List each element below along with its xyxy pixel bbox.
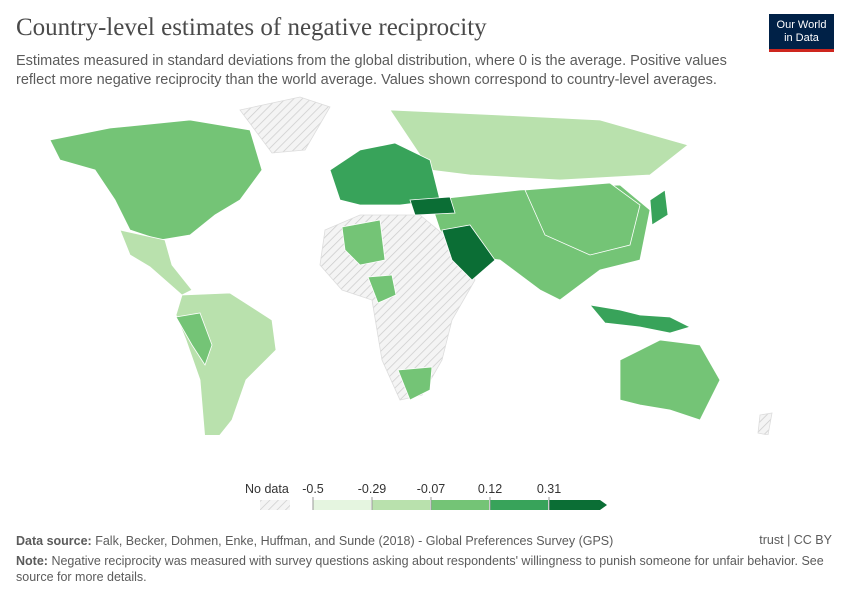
nigeria	[367, 274, 397, 304]
source: Data source: Falk, Becker, Dohmen, Enke,…	[16, 533, 613, 549]
legend-tick-label: 0.31	[537, 482, 561, 496]
legend-tick-label: -0.07	[417, 482, 446, 496]
south-africa	[397, 366, 433, 401]
legend-bin	[431, 500, 489, 510]
algeria	[341, 219, 386, 266]
license[interactable]: trust | CC BY	[759, 533, 832, 547]
central-america	[119, 229, 193, 296]
source-text: Falk, Becker, Dohmen, Enke, Huffman, and…	[95, 534, 614, 548]
china	[524, 182, 641, 256]
australia	[619, 339, 721, 421]
andes	[175, 312, 213, 366]
title: Country-level estimates of negative reci…	[16, 14, 487, 41]
legend-tick-label: 0.12	[478, 482, 502, 496]
logo-line: Our World	[776, 19, 827, 31]
note-label: Note:	[16, 554, 48, 568]
legend-bin	[372, 500, 430, 510]
legend-bin	[313, 500, 371, 510]
turkey	[409, 196, 456, 216]
no-data-swatch	[260, 500, 290, 510]
legend: No data -0.5 -0.29 -0.07 0.12 0.31	[245, 482, 607, 510]
greenland	[239, 96, 331, 154]
logo-line: in Data	[784, 32, 819, 44]
subtitle: Estimates measured in standard deviation…	[16, 53, 727, 88]
source-label: Data source:	[16, 534, 92, 548]
note-text: Negative reciprocity was measured with s…	[16, 554, 824, 584]
russia	[389, 109, 689, 181]
legend-tick-label: -0.5	[302, 482, 324, 496]
japan	[649, 189, 669, 226]
no-data-label: No data	[245, 482, 289, 496]
note: Note: Negative reciprocity was measured …	[16, 553, 836, 585]
countries	[49, 96, 773, 435]
legend-bin	[490, 500, 548, 510]
saudi-arabia	[441, 224, 496, 281]
legend-bin	[549, 500, 607, 510]
new-zealand	[757, 412, 773, 435]
logo[interactable]: Our World in Data	[769, 14, 834, 52]
legend-tick-label: -0.29	[358, 482, 387, 496]
indonesia	[589, 304, 692, 334]
world-map	[49, 96, 773, 435]
north-america	[49, 119, 263, 241]
